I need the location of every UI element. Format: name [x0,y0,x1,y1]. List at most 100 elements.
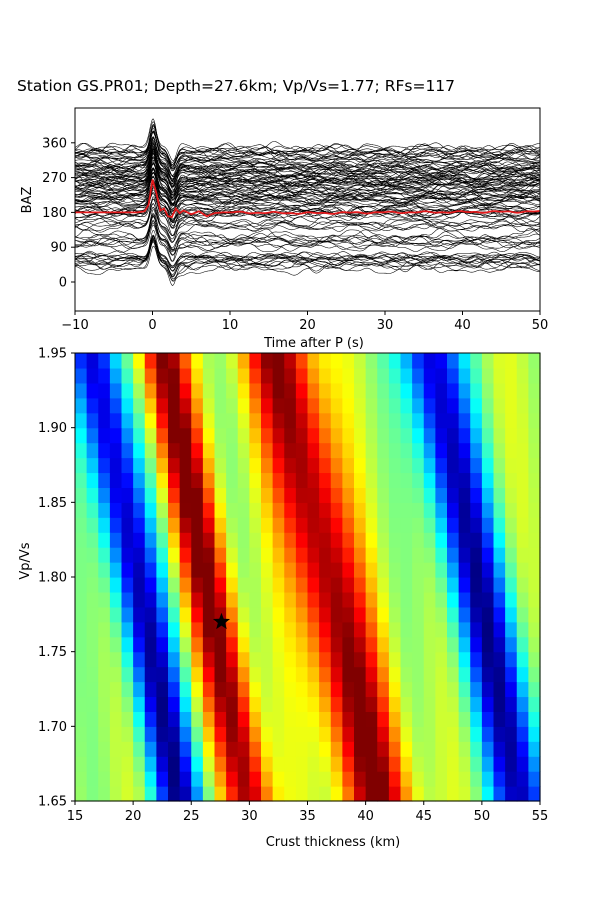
hk-cell [319,442,332,459]
hk-cell [458,547,471,563]
hk-cell [121,353,134,369]
hk-cell [516,741,529,757]
hk-cell [319,547,332,563]
hk-cell [168,577,181,593]
hk-cell [400,397,413,414]
hk-cell [470,636,483,653]
hk-cell [307,606,320,623]
hk-cell [168,532,181,548]
hk-cell [156,591,169,608]
hk-cell [330,726,343,742]
hk-cell [307,532,320,548]
hk-cell [284,457,297,474]
hk-cell [505,532,518,548]
hk-cell [400,562,413,578]
hk-x-tick-label: 25 [183,809,200,824]
hk-cell [261,353,274,369]
hk-cell [365,621,378,638]
hk-cell [412,711,425,727]
hk-cell [109,771,123,787]
hk-cell [377,427,390,444]
hk-cell [481,472,495,488]
hk-cell [249,532,262,548]
hk-cell [261,367,274,384]
hk-cell [272,756,285,772]
hk-cell [388,457,402,474]
hk-cell [121,621,134,638]
hk-cell [481,636,495,653]
hk-cell [133,696,146,712]
hk-cell [249,621,262,638]
hk-cell [133,382,146,399]
hk-cell [156,427,169,444]
hk-cell [307,397,320,414]
hk-cell [261,696,274,712]
hk-cell [307,651,320,668]
hk-cell [295,397,309,414]
rf-trace [75,196,540,243]
hk-cell [365,427,378,444]
hk-cell [133,562,146,578]
hk-cell [237,442,250,459]
hk-cell [481,367,495,384]
hk-cell [156,562,169,578]
hk-cell [179,562,192,578]
hk-cell [458,382,471,399]
hk-cell [481,696,495,712]
hk-cell [458,353,471,369]
hk-cell [191,591,204,608]
hk-cell [191,696,204,712]
hk-cell [528,353,541,369]
hk-cell [342,502,355,518]
hk-cell [168,666,181,683]
hk-cell [237,353,250,369]
hk-cell [98,696,111,712]
hk-cell [493,397,506,414]
hk-cell [237,756,250,772]
hk-cell [156,367,169,384]
hk-cell [98,591,111,608]
hk-cell [447,621,460,638]
hk-cell [319,367,332,384]
hk-cell [423,367,436,384]
rf-trace [75,131,540,172]
hk-cell [493,517,506,533]
hk-cell [528,591,541,608]
hk-cell [400,621,413,638]
hk-cell [342,412,355,429]
hk-cell [365,651,378,668]
hk-cell [365,577,378,593]
hk-cell [191,382,204,399]
hk-cell [319,532,332,548]
hk-cell [412,562,425,578]
hk-cell [179,517,192,533]
hk-cell [295,621,309,638]
hk-cell [144,696,157,712]
hk-cell [295,636,309,653]
hk-cell [516,427,529,444]
hk-cell [412,457,425,474]
hk-cell [412,547,425,563]
hk-cell [528,606,541,623]
hk-cell [377,397,390,414]
hk-cell [133,636,146,653]
hk-cell [156,681,169,698]
hk-x-tick-label: 20 [125,809,142,824]
hk-cell [226,636,239,653]
hk-cell [261,517,274,533]
hk-cell [481,397,495,414]
hk-cell [493,442,506,459]
hk-cell [481,517,495,533]
hk-cell [179,427,192,444]
hk-cell [342,741,355,757]
hk-cell [226,621,239,638]
hk-cell [284,651,297,668]
hk-cell [354,771,367,787]
hk-cell [109,711,123,727]
hk-cell [98,412,111,429]
rf-trace [75,158,540,196]
hk-cell [168,711,181,727]
hk-cell [144,442,157,459]
hk-cell [330,606,343,623]
hk-cell [214,502,227,518]
